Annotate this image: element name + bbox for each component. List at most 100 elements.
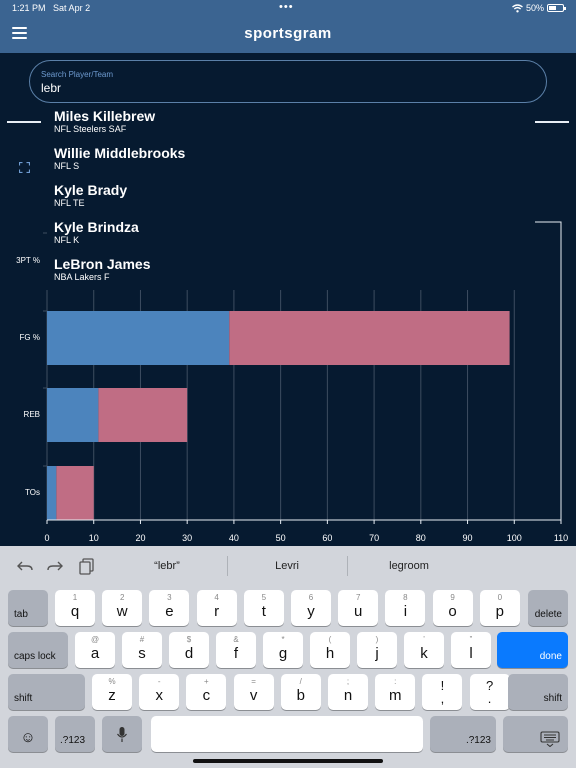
key-alt-label: @	[90, 635, 100, 644]
key-label: b	[296, 687, 305, 704]
key-label: done	[539, 651, 562, 662]
suggestion-item[interactable]: Willie Middlebrooks NFL S	[54, 146, 185, 172]
suggestion-item[interactable]: Kyle Brindza NFL K	[54, 220, 139, 246]
suggestion-subtitle: NBA Lakers F	[54, 272, 110, 282]
multitasking-dots-icon[interactable]: •••	[279, 1, 294, 13]
key-label: m	[388, 687, 402, 704]
space-bar[interactable]	[151, 716, 423, 752]
key-label: y	[307, 603, 315, 620]
shift-key-right[interactable]: shift	[508, 674, 568, 710]
key-d[interactable]: $ d	[169, 632, 209, 668]
key-label: tab	[14, 609, 28, 620]
undo-icon[interactable]	[16, 557, 34, 575]
caps-lock-key[interactable]: caps lock	[8, 632, 68, 668]
key-c[interactable]: + c	[186, 674, 227, 710]
key-v[interactable]: = v	[233, 674, 274, 710]
key-a[interactable]: @ a	[75, 632, 115, 668]
divider	[347, 556, 348, 576]
key-l[interactable]: ” l	[451, 632, 491, 668]
key-label: q	[70, 603, 80, 620]
key-alt-label: &	[233, 635, 239, 644]
suggestion-subtitle: NFL Steelers SAF	[54, 124, 127, 134]
keyboard-dismiss-icon	[540, 731, 560, 747]
key-label: s	[138, 645, 146, 662]
prediction-1[interactable]: “lebr”	[154, 560, 180, 572]
hamburger-menu-icon[interactable]	[12, 27, 27, 39]
key-m[interactable]: :m	[375, 674, 416, 710]
done-key[interactable]: done	[497, 632, 568, 668]
key-alt-label: =	[251, 677, 256, 686]
suggestion-name: Kyle Brady	[54, 182, 128, 198]
key-label: i	[403, 603, 408, 620]
key-label: v	[249, 687, 258, 704]
key-label: u	[354, 603, 363, 620]
key-s[interactable]: # s	[122, 632, 162, 668]
microphone-icon	[117, 727, 127, 742]
key-question[interactable]: ?.	[469, 674, 510, 710]
onscreen-keyboard: “lebr” Levri legroom tab 1 q 2 w 3 e 4 r 5 t 6 y 7 u 8 i…	[0, 546, 576, 768]
x-tick-label: 60	[322, 533, 332, 543]
key-exclam[interactable]: !,	[422, 674, 463, 710]
key-label: w	[116, 603, 128, 620]
key-alt-label: 5	[261, 593, 267, 602]
key-label: j	[375, 645, 379, 662]
key-x[interactable]: -x	[139, 674, 180, 710]
key-label: x	[155, 687, 163, 704]
delete-key[interactable]: delete	[528, 590, 568, 626]
search-input[interactable]: Search Player/Team lebr	[29, 60, 547, 103]
x-tick-label: 40	[229, 533, 239, 543]
key-alt-label: 9	[450, 593, 455, 602]
status-time: 1:21 PM Sat Apr 2	[12, 3, 91, 13]
category-label-fg: FG %	[19, 333, 40, 342]
hide-keyboard-key[interactable]	[503, 716, 568, 752]
key-alt-label: ’	[423, 635, 425, 644]
key-label: f	[233, 645, 239, 662]
shift-key-left[interactable]: shift	[8, 674, 85, 710]
dictation-key[interactable]	[102, 716, 142, 752]
suggestion-subtitle: NFL TE	[54, 198, 85, 208]
tab-key[interactable]: tab	[8, 590, 48, 626]
numbers-key-right[interactable]: .?123	[430, 716, 496, 752]
key-label: h	[325, 645, 335, 662]
home-indicator	[193, 759, 383, 763]
key-h[interactable]: (h	[310, 632, 350, 668]
key-g[interactable]: * g	[263, 632, 303, 668]
right-divider	[535, 121, 569, 123]
suggestion-item[interactable]: LeBron James NBA Lakers F	[54, 257, 150, 283]
suggestion-item[interactable]: Kyle Brady NFL TE	[54, 183, 127, 209]
key-j[interactable]: ) j	[357, 632, 397, 668]
emoji-key[interactable]: ☺	[8, 716, 48, 752]
prediction-3[interactable]: legroom	[389, 560, 429, 572]
key-label: shift	[543, 693, 562, 704]
key-alt-label: )	[375, 635, 379, 644]
key-label: n	[343, 687, 353, 704]
key-n[interactable]: ; n	[328, 674, 368, 710]
key-alt-label: 3	[167, 593, 172, 602]
key-b[interactable]: / b	[280, 674, 321, 710]
key-alt-label: :	[394, 677, 397, 686]
paste-icon[interactable]	[78, 557, 96, 575]
key-z[interactable]: % z	[92, 674, 132, 710]
expand-icon[interactable]	[19, 162, 30, 173]
app-title: sportsgram	[244, 25, 332, 42]
redo-icon[interactable]	[46, 557, 64, 575]
key-f[interactable]: & f	[216, 632, 256, 668]
suggestion-item[interactable]: Miles Killebrew NFL Steelers SAF	[54, 109, 155, 135]
numbers-key-left[interactable]: .?123	[55, 716, 95, 752]
suggestion-name: LeBron James	[54, 256, 151, 272]
chart-frame	[535, 221, 562, 520]
prediction-2[interactable]: Levri	[275, 560, 299, 572]
search-value[interactable]: lebr	[41, 81, 62, 95]
key-alt-label: #	[139, 635, 145, 644]
key-k[interactable]: ’ k	[404, 632, 444, 668]
